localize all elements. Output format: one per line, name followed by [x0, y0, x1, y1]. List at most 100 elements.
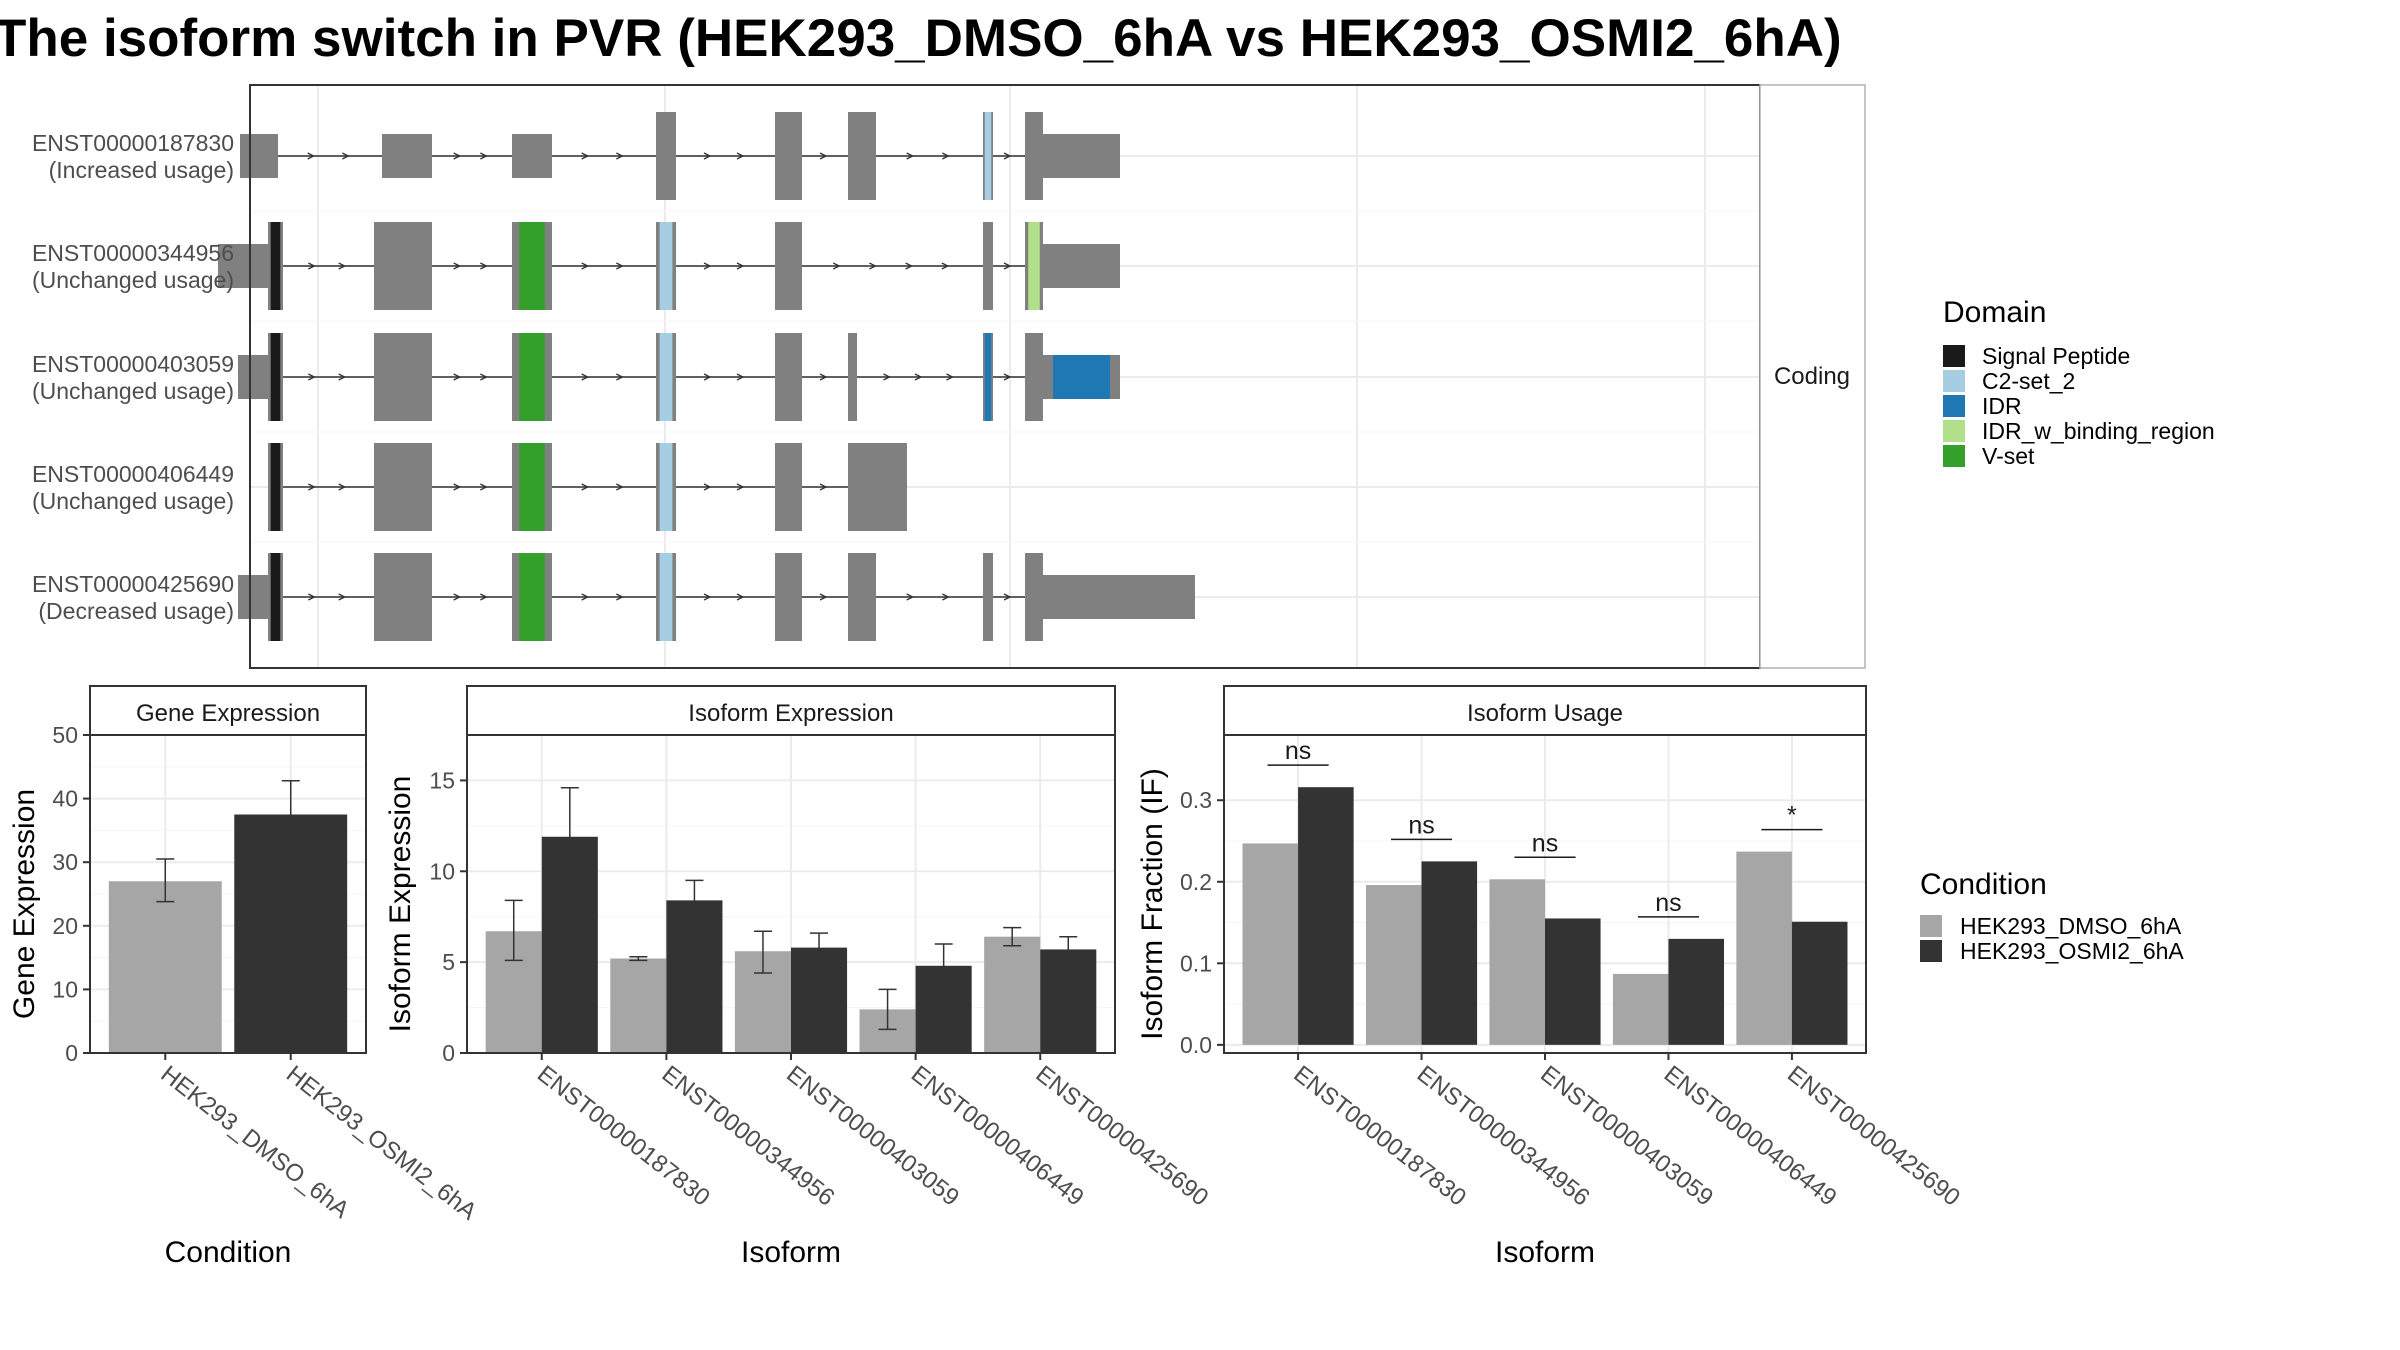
- coding-exon: [885, 443, 907, 531]
- domain-v-set: [519, 553, 545, 641]
- y-tick-label: 0: [65, 1040, 78, 1066]
- transcript-row-ENST00000403059: [238, 333, 1120, 421]
- coding-exon: [983, 222, 993, 310]
- coding-exon: [775, 222, 802, 310]
- intron-direction-arrow: [703, 262, 712, 270]
- figure-title: The isoform switch in PVR (HEK293_DMSO_6…: [0, 9, 1842, 68]
- significance-label: *: [1787, 802, 1797, 830]
- coding-exon: [1025, 112, 1043, 200]
- isoform-expression-panel: Isoform Expression051015ENST00000187830E…: [384, 685, 1213, 1269]
- intron-direction-arrow: [581, 593, 590, 601]
- domain-c2-set-2: [984, 112, 992, 200]
- intron-direction-arrow: [480, 593, 488, 601]
- y-tick-label: 0.3: [1180, 787, 1212, 813]
- intron-direction-arrow: [480, 152, 488, 160]
- y-tick-label: 0.0: [1180, 1032, 1212, 1058]
- intron-direction-arrow: [616, 593, 624, 601]
- intron-direction-arrow: [480, 262, 488, 270]
- domain-legend-key: [1943, 345, 1965, 367]
- utr-exon: [1043, 134, 1120, 178]
- coding-exon: [848, 333, 857, 421]
- domain-v-set: [519, 443, 545, 531]
- transcript-id-label: ENST00000406449: [32, 461, 234, 487]
- bar-HEK293_DMSO_6hA-ENST00000403059: [1489, 879, 1545, 1045]
- isoform-usage-strip-title: Isoform Usage: [1467, 700, 1623, 727]
- intron-direction-arrow: [581, 152, 590, 160]
- intron-direction-arrow: [703, 152, 712, 160]
- transcript-id-label: ENST00000425690: [32, 571, 234, 597]
- bar-HEK293_OSMI2_6hA-ENST00000344956: [666, 900, 723, 1053]
- domain-c2-set-2: [659, 222, 673, 310]
- utr-exon: [238, 355, 268, 399]
- utr-exon: [382, 134, 432, 178]
- domain-idr: [984, 333, 992, 421]
- intron-direction-arrow: [581, 483, 590, 491]
- intron-direction-arrow: [616, 152, 624, 160]
- intron-direction-arrow: [308, 262, 316, 270]
- intron-direction-arrow: [736, 152, 745, 160]
- domain-legend-key: [1943, 420, 1965, 442]
- domain-signal-peptide: [270, 553, 281, 641]
- intron-direction-arrow: [453, 593, 462, 601]
- utr-exon: [218, 244, 268, 288]
- coding-exon: [775, 112, 802, 200]
- coding-exon: [1025, 553, 1043, 641]
- intron-direction-arrow: [1003, 373, 1012, 381]
- y-tick-label: 10: [52, 976, 78, 1002]
- isoform-expression-strip-title: Isoform Expression: [688, 700, 893, 727]
- y-tick-label: 0: [442, 1040, 455, 1066]
- domain-legend: Domain Signal PeptideC2-set_2IDRIDR_w_bin…: [1943, 296, 2215, 469]
- domain-v-set: [519, 222, 545, 310]
- bar-HEK293_OSMI2_6hA-ENST00000403059: [791, 947, 848, 1053]
- intron-direction-arrow: [338, 373, 347, 381]
- intron-direction-arrow: [914, 373, 923, 381]
- intron-direction-arrow: [941, 262, 950, 270]
- intron-direction-arrow: [616, 483, 624, 491]
- transcript-structure-panel: ENST00000187830(Increased usage) ENST0000…: [32, 84, 1866, 669]
- condition-legend-label: HEK293_DMSO_6hA: [1960, 913, 2182, 939]
- isoform-expression-y-axis-title: Isoform Expression: [384, 776, 417, 1033]
- intron-direction-arrow: [616, 373, 624, 381]
- intron-direction-arrow: [946, 373, 954, 381]
- domain-legend-label: IDR_w_binding_region: [1982, 418, 2215, 444]
- transcript-usage-label: (Unchanged usage): [32, 378, 234, 404]
- intron-direction-arrow: [869, 262, 877, 270]
- intron-direction-arrow: [453, 152, 462, 160]
- intron-direction-arrow: [819, 593, 828, 601]
- transcript-usage-label: (Unchanged usage): [32, 488, 234, 514]
- significance-label: ns: [1655, 889, 1681, 917]
- domain-c2-set-2: [659, 333, 673, 421]
- intron-direction-arrow: [308, 483, 316, 491]
- y-tick-label: 20: [52, 913, 78, 939]
- condition-legend-title: Condition: [1920, 868, 2047, 901]
- coding-exon: [374, 443, 432, 531]
- intron-direction-arrow: [338, 262, 347, 270]
- bar-HEK293_DMSO_6hA: [108, 881, 222, 1053]
- intron-direction-arrow: [736, 373, 745, 381]
- coding-exon: [656, 112, 676, 200]
- intron-direction-arrow: [736, 593, 745, 601]
- domain-legend-label: Signal Peptide: [1982, 343, 2130, 369]
- coding-exon: [848, 112, 876, 200]
- intron-direction-arrow: [819, 152, 828, 160]
- gene-expression-strip-title: Gene Expression: [136, 700, 320, 727]
- y-tick-label: 0.2: [1180, 869, 1212, 895]
- transcript-id-label: ENST00000344956: [32, 240, 234, 266]
- intron-direction-arrow: [480, 373, 488, 381]
- domain-legend-key: [1943, 445, 1965, 467]
- intron-direction-arrow: [819, 483, 828, 491]
- y-tick-label: 50: [52, 722, 78, 748]
- isoform-usage-y-axis-title: Isoform Fraction (IF): [1136, 768, 1169, 1040]
- coding-exon: [775, 443, 802, 531]
- domain-signal-peptide: [270, 443, 281, 531]
- intron-direction-arrow: [453, 373, 462, 381]
- intron-direction-arrow: [453, 262, 462, 270]
- intron-direction-arrow: [338, 593, 347, 601]
- bar-HEK293_DMSO_6hA-ENST00000425690: [1736, 851, 1792, 1045]
- transcript-row-ENST00000344956: [218, 222, 1120, 310]
- transcript-row-ENST00000187830: [240, 112, 1120, 200]
- intron-direction-arrow: [307, 152, 316, 160]
- bar-HEK293_OSMI2_6hA-ENST00000403059: [1545, 918, 1601, 1045]
- domain-legend-title: Domain: [1943, 296, 2046, 329]
